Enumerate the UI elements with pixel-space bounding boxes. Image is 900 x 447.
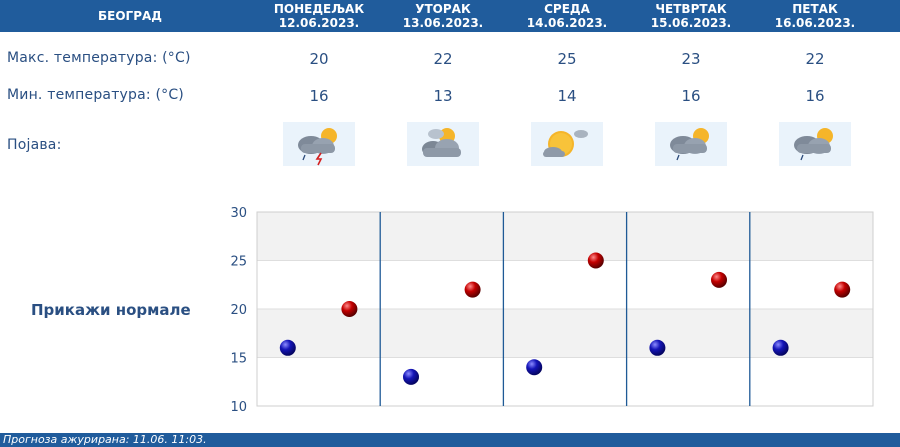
day-date: 12.06.2023. [278,16,360,30]
y-tick-label: 15 [230,352,247,367]
forecast-header: БЕОГРАД ПОНЕДЕЉАК 12.06.2023. УТОРАК 13.… [0,0,900,32]
max-temp-label: Макс. температура: (°C) [7,50,191,66]
max-temp-point [587,252,604,269]
day-name: СРЕДА [544,2,590,16]
day-date: 16.06.2023. [774,16,856,30]
y-tick-label: 20 [230,303,247,318]
sun-behind-clouds-icon [407,122,479,166]
min-temp-value: 14 [557,87,577,105]
max-temp-value: 22 [805,50,825,68]
cloud-sun-rain-icon [779,122,851,166]
min-temp-value: 13 [433,87,453,105]
y-tick-label: 10 [230,400,247,415]
min-temp-point [279,339,296,356]
min-temp-point [649,339,666,356]
day-date: 15.06.2023. [650,16,732,30]
max-temp-value: 23 [681,50,701,68]
plot-frame [256,211,874,407]
max-temp-point [711,271,727,288]
min-temp-point [772,339,789,356]
cloud-sun-rain-thunder-icon [283,122,355,166]
max-temp-point [464,281,481,298]
min-temp-value: 16 [805,87,825,105]
phenomena-label: Појава: [7,137,62,153]
grid-band [257,357,873,406]
min-temp-point [403,368,419,385]
day-date: 13.06.2023. [402,16,484,30]
day-header-4: ЧЕТВРТАК 15.06.2023. [629,2,753,30]
grid-band [257,309,873,358]
min-temp-point [526,359,543,376]
max-temp-point [834,281,851,298]
min-temp-value: 16 [309,87,329,105]
y-tick-label: 25 [230,255,247,270]
forecast-updated-text: Прогноза ажурирана: 11.06. 11:03. [3,433,207,446]
min-temp-label: Мин. температура: (°C) [7,87,184,103]
day-header-3: СРЕДА 14.06.2023. [505,2,629,30]
day-name: ПОНЕДЕЉАК [273,2,365,16]
max-temp-value: 22 [433,50,453,68]
max-temp-point [341,301,358,317]
sun-small-cloud-icon [531,122,603,166]
grid-band [257,212,873,261]
day-header-1: ПОНЕДЕЉАК 12.06.2023. [257,2,381,30]
y-tick-label: 30 [230,206,247,221]
day-name: УТОРАК [415,2,471,16]
day-header-5: ПЕТАК 16.06.2023. [753,2,877,30]
max-temp-value: 25 [557,50,577,68]
day-name: ПЕТАК [792,2,838,16]
show-normals-link[interactable]: Прикажи нормале [31,301,191,319]
day-name: ЧЕТВРТАК [655,2,727,16]
cloud-sun-rain-icon [655,122,727,166]
day-date: 14.06.2023. [526,16,608,30]
max-temp-value: 20 [309,50,329,68]
day-header-2: УТОРАК 13.06.2023. [381,2,505,30]
city-name: БЕОГРАД [98,9,162,23]
min-temp-value: 16 [681,87,701,105]
temperature-chart: 30 25 20 15 10 [230,206,874,415]
grid-band [257,260,873,309]
forecast-footer: Прогноза ажурирана: 11.06. 11:03. [0,433,900,447]
